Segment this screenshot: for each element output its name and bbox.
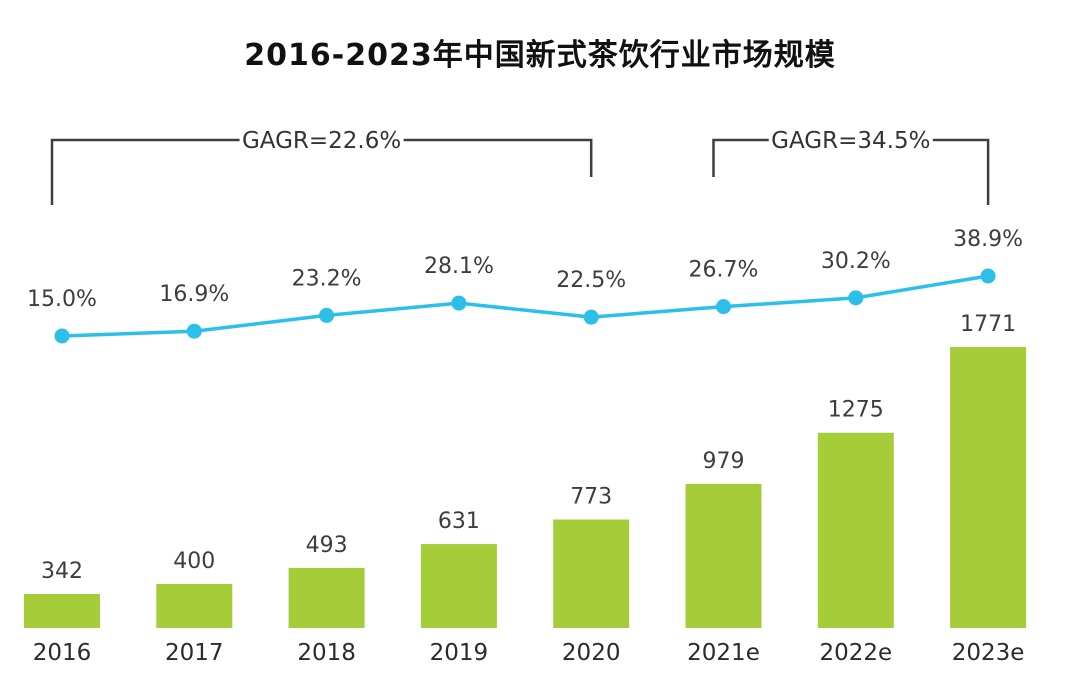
x-axis-label: 2019 — [430, 640, 489, 666]
line-point-2017 — [186, 323, 202, 339]
x-axis-label: 2022e — [819, 640, 892, 666]
cagr-label: GAGR=34.5% — [771, 128, 930, 154]
line-percent-label: 16.9% — [159, 282, 229, 307]
line-percent-label: 15.0% — [27, 287, 97, 312]
bar-2017 — [156, 583, 233, 628]
cagr-label: GAGR=22.6% — [242, 128, 401, 154]
line-point-2019 — [451, 295, 467, 311]
cagr-bracket — [712, 138, 990, 205]
line-point-2022e — [848, 290, 864, 306]
bar-value-label: 342 — [41, 559, 83, 584]
line-percent-label: 22.5% — [556, 268, 626, 293]
line-point-2023e — [980, 268, 996, 284]
x-axis-label: 2021e — [687, 640, 760, 666]
bar-value-label: 979 — [703, 449, 745, 474]
bar-2018 — [288, 567, 365, 628]
cagr-bracket — [50, 138, 593, 205]
line-percent-label: 38.9% — [953, 227, 1023, 252]
bar-value-label: 773 — [570, 485, 612, 510]
bar-2019 — [420, 544, 497, 628]
bar-2016 — [24, 594, 100, 628]
bar-value-label: 400 — [173, 549, 215, 574]
line-percent-label: 28.1% — [424, 254, 494, 279]
bar-value-label: 493 — [306, 533, 348, 558]
line-point-2018 — [319, 307, 335, 323]
line-point-2020 — [583, 309, 599, 325]
line-point-2016 — [54, 328, 70, 344]
line-percent-label: 23.2% — [292, 266, 362, 291]
x-axis-label: 2020 — [562, 640, 621, 666]
x-axis-label: 2016 — [33, 640, 92, 666]
chart-title: 2016-2023年中国新式茶饮行业市场规模 — [244, 38, 836, 73]
bar-2021e — [685, 483, 762, 628]
x-axis-label: 2017 — [165, 640, 224, 666]
line-percent-label: 30.2% — [821, 249, 891, 274]
bar-value-label: 1771 — [960, 312, 1016, 337]
bar-value-label: 1275 — [828, 398, 884, 423]
line-percent-label: 26.7% — [689, 258, 759, 283]
bar-value-label: 631 — [438, 509, 480, 534]
x-axis-label: 2018 — [297, 640, 356, 666]
bar-2020 — [553, 519, 630, 628]
bar-2023e — [950, 347, 1027, 628]
growth-rate-line — [61, 274, 989, 338]
x-axis-label: 2023e — [952, 640, 1025, 666]
line-point-2021e — [716, 299, 731, 315]
bar-2022e — [817, 432, 894, 628]
